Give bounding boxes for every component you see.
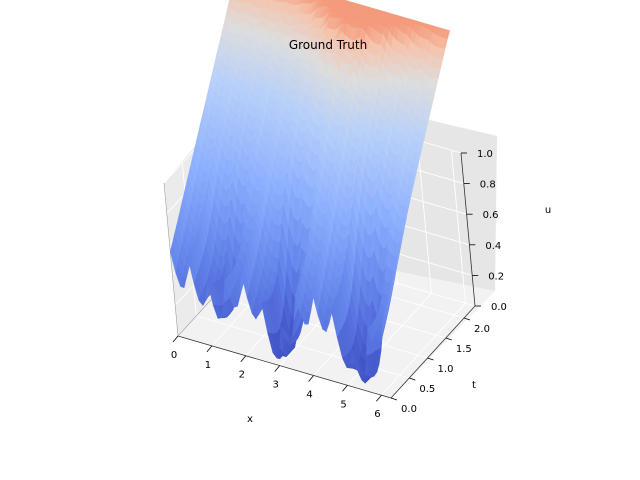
surface-patch [381,305,386,335]
x-tick [342,385,348,392]
x-tick-label: 1 [205,360,211,371]
z-tick-label: 0.8 [480,180,496,191]
y-tick-label: 0.5 [419,384,435,395]
x-tick [206,345,213,353]
z-tick-label: 0.4 [485,241,501,252]
z-tick-label: 0.6 [483,210,499,221]
y-tick-label: 2.0 [474,324,490,335]
x-tick-label: 5 [340,399,346,410]
y-tick [445,337,452,341]
pane-edge [163,182,179,337]
y-tick-label: 1.0 [438,364,454,375]
grid-line [381,302,466,396]
x-tick [376,394,382,402]
y-tick [409,377,416,381]
chart-title: Ground Truth [289,38,367,52]
z-tick-label: 0.2 [488,271,504,282]
x-tick-label: 0 [171,350,177,361]
x-tick [274,365,281,372]
y-tick-label: 0.0 [401,404,417,415]
z-tick-label: 0.0 [491,302,507,313]
x-tick-label: 3 [273,380,279,391]
z-axis-label: u [545,205,551,216]
x-tick [308,375,314,382]
surface-plot [170,0,451,384]
x-tick-label: 4 [306,390,312,401]
x-axis-label: x [247,414,253,425]
y-tick [427,357,434,361]
y-axis-line [390,305,476,399]
y-axis-label: t [472,380,476,391]
y-tick-label: 1.5 [456,344,472,355]
x-tick-label: 6 [374,409,380,420]
z-axis-line [460,152,476,307]
y-tick [390,397,398,401]
x-tick-label: 2 [239,370,245,381]
y-tick [463,317,471,321]
x-tick [240,355,247,362]
z-tick-label: 1.0 [477,149,493,160]
tick-marks [172,152,481,402]
grid-line [417,140,432,294]
x-tick [172,335,179,343]
x-axis-line [177,335,392,399]
grid-line [450,150,466,304]
